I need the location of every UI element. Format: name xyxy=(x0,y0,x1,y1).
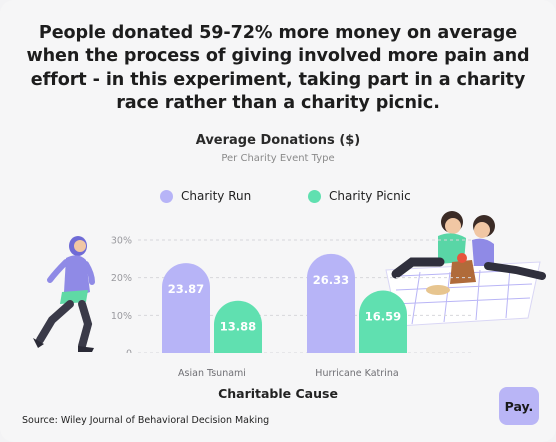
bar-value-label: 13.88 xyxy=(220,320,256,334)
bars-group xyxy=(0,253,556,383)
bar-value-label: 23.87 xyxy=(168,282,204,296)
legend-item-picnic: Charity Picnic xyxy=(308,189,411,203)
bar-run xyxy=(307,253,355,377)
x-axis-label: Charitable Cause xyxy=(218,386,338,401)
source-note: Source: Wiley Journal of Behavioral Deci… xyxy=(22,415,270,426)
category-label: Hurricane Katrina xyxy=(315,368,398,379)
pay-logo: Pay. xyxy=(499,387,539,425)
runner-illustration xyxy=(33,236,95,352)
category-label: Asian Tsunami xyxy=(178,368,246,379)
y-axis-ticks: 010%20%30% xyxy=(111,236,132,360)
headline: People donated 59-72% more money on aver… xyxy=(26,23,530,114)
legend-label-run: Charity Run xyxy=(181,189,252,203)
legend-label-picnic: Charity Picnic xyxy=(329,189,411,203)
bar-value-label: 16.59 xyxy=(365,310,401,324)
bar-run xyxy=(162,263,210,377)
category-labels-group: Asian Tsunami Hurricane Katrina xyxy=(178,368,399,379)
y-tick-label: 20% xyxy=(111,273,132,284)
legend-swatch-picnic xyxy=(308,189,321,203)
chart-title: Average Donations ($) xyxy=(195,133,361,148)
y-tick-label: 30% xyxy=(111,236,132,247)
chart-subtitle: Per Charity Event Type xyxy=(221,153,335,164)
baseline-mask xyxy=(0,353,556,383)
y-tick-label: 10% xyxy=(111,311,132,322)
picnic-illustration xyxy=(385,211,546,327)
bar-value-label: 26.33 xyxy=(313,273,349,287)
legend-item-run: Charity Run xyxy=(160,189,251,203)
legend-swatch-run xyxy=(160,189,173,203)
bar-labels-group: 23.87 13.88 26.33 16.59 xyxy=(168,273,401,334)
